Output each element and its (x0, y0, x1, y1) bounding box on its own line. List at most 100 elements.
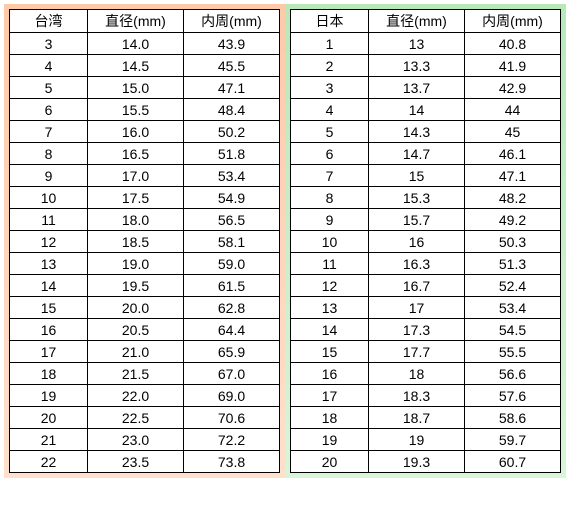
table-row: 1319.059.0 (10, 253, 280, 275)
cell-diameter: 20.5 (88, 319, 184, 341)
cell-diameter: 21.0 (88, 341, 184, 363)
cell-circumference: 53.4 (465, 297, 561, 319)
cell-size: 4 (10, 55, 88, 77)
table-row: 213.341.9 (291, 55, 561, 77)
cell-diameter: 19.5 (88, 275, 184, 297)
table-row: 917.053.4 (10, 165, 280, 187)
header-circumference: 内周(mm) (184, 10, 280, 33)
cell-circumference: 67.0 (184, 363, 280, 385)
cell-diameter: 22.5 (88, 407, 184, 429)
cell-size: 10 (291, 231, 369, 253)
cell-size: 15 (291, 341, 369, 363)
cell-size: 7 (10, 121, 88, 143)
cell-circumference: 40.8 (465, 33, 561, 55)
cell-circumference: 51.8 (184, 143, 280, 165)
table-row: 1419.561.5 (10, 275, 280, 297)
table-row: 161856.6 (291, 363, 561, 385)
cell-circumference: 73.8 (184, 451, 280, 473)
table-row: 816.551.8 (10, 143, 280, 165)
table-row: 1116.351.3 (291, 253, 561, 275)
cell-circumference: 72.2 (184, 429, 280, 451)
cell-circumference: 51.3 (465, 253, 561, 275)
cell-size: 19 (10, 385, 88, 407)
cell-circumference: 62.8 (184, 297, 280, 319)
cell-size: 22 (10, 451, 88, 473)
cell-size: 13 (10, 253, 88, 275)
cell-circumference: 42.9 (465, 77, 561, 99)
table-row: 314.043.9 (10, 33, 280, 55)
cell-size: 20 (10, 407, 88, 429)
cell-size: 1 (291, 33, 369, 55)
table-row: 1922.069.0 (10, 385, 280, 407)
cell-circumference: 50.3 (465, 231, 561, 253)
cell-size: 7 (291, 165, 369, 187)
header-circumference: 内周(mm) (465, 10, 561, 33)
cell-diameter: 15.3 (369, 187, 465, 209)
cell-size: 12 (291, 275, 369, 297)
japan-size-table: 日本 直径(mm) 内周(mm) 11340.8213.341.9313.742… (290, 9, 561, 473)
cell-size: 14 (291, 319, 369, 341)
table-row: 2223.573.8 (10, 451, 280, 473)
table-header-row: 日本 直径(mm) 内周(mm) (291, 10, 561, 33)
table-row: 614.746.1 (291, 143, 561, 165)
cell-size: 14 (10, 275, 88, 297)
header-country-japan: 日本 (291, 10, 369, 33)
cell-size: 16 (291, 363, 369, 385)
cell-circumference: 57.6 (465, 385, 561, 407)
cell-circumference: 45.5 (184, 55, 280, 77)
cell-diameter: 14.3 (369, 121, 465, 143)
cell-size: 19 (291, 429, 369, 451)
table-row: 615.548.4 (10, 99, 280, 121)
table-row: 1517.755.5 (291, 341, 561, 363)
cell-circumference: 47.1 (184, 77, 280, 99)
cell-diameter: 16.0 (88, 121, 184, 143)
cell-circumference: 41.9 (465, 55, 561, 77)
table-row: 313.742.9 (291, 77, 561, 99)
cell-diameter: 16.7 (369, 275, 465, 297)
cell-size: 3 (10, 33, 88, 55)
cell-size: 5 (10, 77, 88, 99)
cell-diameter: 15.7 (369, 209, 465, 231)
cell-size: 8 (10, 143, 88, 165)
cell-size: 20 (291, 451, 369, 473)
cell-circumference: 52.4 (465, 275, 561, 297)
cell-diameter: 17.7 (369, 341, 465, 363)
cell-size: 18 (10, 363, 88, 385)
cell-diameter: 17.3 (369, 319, 465, 341)
cell-diameter: 18.3 (369, 385, 465, 407)
cell-circumference: 64.4 (184, 319, 280, 341)
cell-diameter: 14.5 (88, 55, 184, 77)
table-row: 915.749.2 (291, 209, 561, 231)
cell-circumference: 54.5 (465, 319, 561, 341)
cell-diameter: 19.0 (88, 253, 184, 275)
cell-diameter: 18 (369, 363, 465, 385)
table-row: 131753.4 (291, 297, 561, 319)
cell-diameter: 18.7 (369, 407, 465, 429)
cell-circumference: 54.9 (184, 187, 280, 209)
cell-diameter: 17 (369, 297, 465, 319)
cell-size: 11 (10, 209, 88, 231)
table-row: 1118.056.5 (10, 209, 280, 231)
cell-circumference: 60.7 (465, 451, 561, 473)
table-row: 11340.8 (291, 33, 561, 55)
table-row: 1620.564.4 (10, 319, 280, 341)
table-row: 2123.072.2 (10, 429, 280, 451)
cell-circumference: 61.5 (184, 275, 280, 297)
cell-circumference: 55.5 (465, 341, 561, 363)
cell-diameter: 14.7 (369, 143, 465, 165)
table-row: 41444 (291, 99, 561, 121)
cell-circumference: 58.1 (184, 231, 280, 253)
table-row: 2022.570.6 (10, 407, 280, 429)
table-row: 2019.360.7 (291, 451, 561, 473)
table-row: 1218.558.1 (10, 231, 280, 253)
cell-diameter: 17.0 (88, 165, 184, 187)
cell-circumference: 70.6 (184, 407, 280, 429)
cell-size: 16 (10, 319, 88, 341)
cell-size: 2 (291, 55, 369, 77)
cell-size: 5 (291, 121, 369, 143)
cell-circumference: 47.1 (465, 165, 561, 187)
cell-diameter: 19 (369, 429, 465, 451)
cell-circumference: 59.7 (465, 429, 561, 451)
cell-size: 15 (10, 297, 88, 319)
cell-circumference: 44 (465, 99, 561, 121)
